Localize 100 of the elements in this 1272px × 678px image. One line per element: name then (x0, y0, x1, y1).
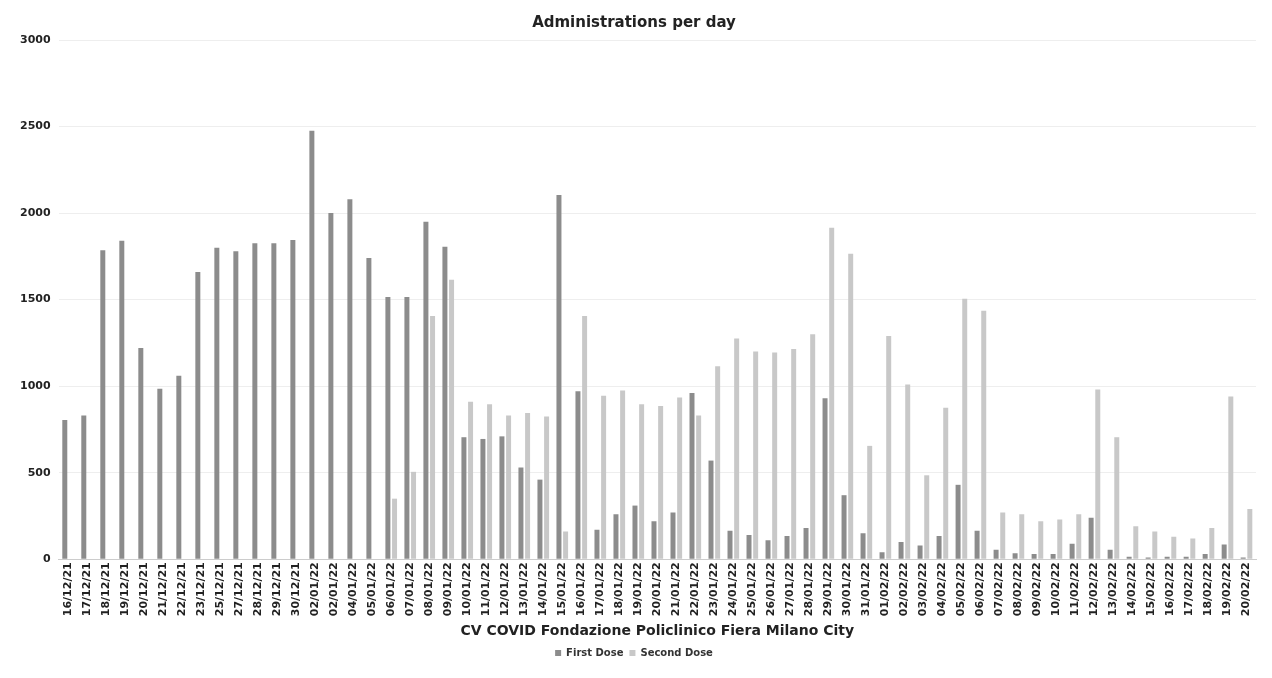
bar (1126, 556, 1132, 559)
x-tick-label: 17/01/22 (593, 562, 607, 617)
x-tick-label: 13/02/22 (1106, 562, 1120, 617)
x-tick-label: 22/01/22 (688, 562, 702, 617)
bar (1012, 553, 1018, 559)
x-axis-title: CV COVID Fondazione Policlinico Fiera Milano City (460, 622, 855, 639)
x-tick-label: 28/12/21 (251, 562, 265, 617)
x-tick-label: 16/01/22 (574, 562, 588, 617)
bar (195, 271, 201, 559)
x-tick-label: 11/01/22 (479, 562, 493, 617)
bar (1031, 554, 1037, 559)
x-tick-label: 19/01/22 (631, 562, 645, 617)
x-tick-label: 16/12/21 (60, 562, 74, 617)
x-tick-label: 09/02/22 (1030, 562, 1044, 617)
x-tick-label: 19/02/22 (1220, 562, 1234, 617)
x-tick-label: 15/01/22 (555, 562, 569, 617)
x-tick-label: 28/01/22 (802, 562, 816, 617)
bar (537, 479, 543, 559)
legend-label: First Dose (566, 646, 624, 658)
x-tick-label: 18/01/22 (612, 562, 626, 617)
bar (727, 530, 733, 559)
x-tick-label: 12/01/22 (498, 562, 512, 617)
x-tick-label: 14/02/22 (1125, 562, 1139, 617)
bar (499, 436, 505, 559)
bar (62, 419, 68, 559)
x-tick-label: 02/02/22 (897, 562, 911, 617)
y-tick-label: 1000 (19, 379, 51, 393)
bar (993, 549, 999, 559)
x-tick-label: 14/01/22 (536, 562, 550, 617)
x-tick-label: 21/12/21 (156, 562, 170, 617)
bar (233, 251, 239, 559)
y-tick-label: 1500 (19, 292, 51, 306)
bar (784, 535, 790, 559)
x-tick-label: 31/01/22 (859, 562, 873, 617)
x-tick-label: 10/02/22 (1049, 562, 1063, 617)
x-tick-label: 03/02/22 (916, 562, 930, 617)
x-tick-label: 12/02/22 (1087, 562, 1101, 617)
bar (556, 194, 562, 559)
bar (1069, 543, 1075, 559)
x-tick-label: 04/02/22 (935, 562, 949, 617)
x-tick-label: 17/12/21 (79, 562, 93, 617)
bar (974, 530, 980, 559)
bar (898, 541, 904, 559)
x-tick-label: 02/01/22 (308, 562, 322, 617)
x-tick-label: 10/01/22 (460, 562, 474, 617)
bar (518, 467, 524, 559)
bar (841, 495, 847, 559)
x-tick-label: 05/02/22 (954, 562, 968, 617)
x-tick-label: 07/02/22 (992, 562, 1006, 617)
chart-title: Administrations per day (532, 12, 737, 31)
bar (879, 552, 885, 559)
x-tick-label: 05/01/22 (365, 562, 379, 617)
y-tick-label: 500 (27, 465, 51, 479)
bar (670, 512, 676, 559)
bar (575, 391, 581, 559)
bar (1183, 556, 1189, 559)
bar (290, 239, 296, 559)
x-tick-label: 11/02/22 (1068, 562, 1082, 617)
x-tick-label: 26/01/22 (764, 562, 778, 617)
x-tick-label: 07/01/22 (403, 562, 417, 617)
x-tick-label: 18/12/21 (98, 562, 112, 617)
bar (81, 415, 87, 559)
x-tick-label: 18/02/22 (1201, 562, 1215, 617)
bar (1050, 554, 1056, 559)
bar (366, 258, 372, 559)
bar (252, 243, 258, 559)
bar (822, 398, 828, 559)
x-tick-label: 08/01/22 (422, 562, 436, 617)
bar (936, 535, 942, 559)
x-tick-label: 20/02/22 (1239, 562, 1253, 617)
bar (1088, 517, 1094, 559)
x-tick-label: 27/12/21 (232, 562, 246, 617)
x-tick-label: 27/01/22 (783, 562, 797, 617)
bar (917, 545, 923, 559)
x-tick-label: 16/02/22 (1163, 562, 1177, 617)
bar (100, 250, 106, 559)
bar (404, 297, 410, 559)
x-tick-label: 04/01/22 (346, 562, 360, 617)
bar (157, 388, 163, 559)
bar (328, 213, 334, 559)
x-tick-label: 02/01/22 (327, 562, 341, 617)
y-tick-label: 2500 (19, 119, 51, 133)
bar (214, 247, 220, 559)
x-tick-label: 29/12/21 (270, 562, 284, 617)
bar (138, 348, 144, 559)
bar (1202, 554, 1208, 559)
x-tick-label: 13/01/22 (517, 562, 531, 617)
bar (1164, 556, 1170, 559)
x-tick-label: 23/01/22 (707, 562, 721, 617)
x-tick-label: 09/01/22 (441, 562, 455, 617)
x-tick-label: 06/01/22 (384, 562, 398, 617)
x-tick-label: 06/02/22 (973, 562, 987, 617)
bar (765, 540, 771, 559)
bar (689, 393, 695, 559)
x-tick-label: 24/01/22 (726, 562, 740, 617)
x-tick-label: 15/02/22 (1144, 562, 1158, 617)
x-tick-label: 23/12/21 (194, 562, 208, 617)
x-tick-label: 25/12/21 (213, 562, 227, 617)
bar (860, 533, 866, 559)
bar (442, 246, 448, 559)
